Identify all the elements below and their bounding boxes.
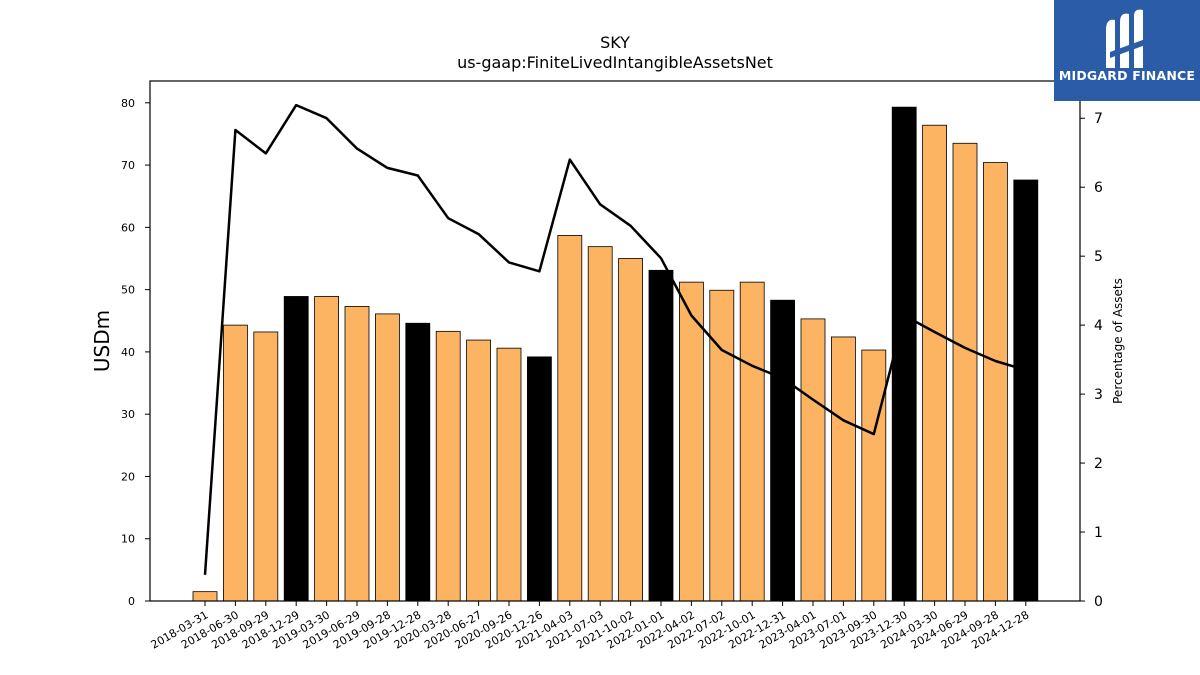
y-tick-label: 70 [121, 159, 135, 172]
bar [405, 322, 431, 602]
bar [831, 336, 856, 602]
y2-tick-label: 5 [1094, 249, 1103, 265]
y2-tick-label: 4 [1094, 318, 1103, 334]
bar [496, 347, 522, 602]
y-tick-label: 80 [121, 97, 135, 110]
y-tick-label: 30 [121, 408, 135, 421]
bar [618, 258, 643, 602]
y-tick-label: 50 [121, 284, 135, 297]
y-tick-label: 60 [121, 221, 135, 234]
bar [983, 162, 1008, 602]
bar [314, 296, 340, 602]
y2-tick-label: 0 [1094, 594, 1103, 610]
bars [192, 106, 1039, 602]
bar [1013, 179, 1039, 602]
bar [222, 324, 248, 602]
y-tick-label: 10 [121, 533, 135, 546]
y2-tick-label: 6 [1094, 180, 1103, 196]
bar [587, 246, 613, 602]
y2-tick-label: 1 [1094, 525, 1103, 541]
bar [709, 289, 735, 602]
chart-title: SKY [600, 33, 630, 52]
y-axis-left: 0 10 20 30 40 50 60 70 80 [121, 97, 150, 608]
bar [922, 124, 947, 602]
bar [770, 299, 795, 602]
y2-axis-label: Percentage of Assets [1111, 278, 1125, 404]
bar [648, 269, 674, 602]
y-tick-label: 0 [128, 595, 135, 608]
y-tick-label: 20 [121, 470, 135, 483]
bar [861, 349, 887, 602]
bar [374, 313, 400, 602]
midgard-logo-icon [1106, 9, 1148, 68]
bar [527, 356, 552, 602]
bar [466, 339, 492, 602]
bar [344, 306, 370, 602]
bar [739, 281, 765, 602]
midgard-finance-logo: MIDGARD FINANCE [1054, 0, 1200, 101]
bar [891, 106, 917, 602]
percentage-line-path [203, 103, 1027, 575]
y2-tick-label: 3 [1094, 387, 1103, 403]
bar [800, 318, 826, 602]
bar [192, 591, 218, 602]
bar [283, 296, 309, 602]
x-axis: 2018-03-312018-06-302018-09-292018-12-29… [149, 601, 1031, 652]
chart-subtitle: us-gaap:FiniteLivedIntangibleAssetsNet [457, 53, 773, 72]
plot-frame [149, 80, 1081, 602]
bar [952, 142, 978, 602]
bar [557, 235, 583, 602]
y-axis-right: 0 1 2 3 4 5 6 7 [1080, 111, 1103, 610]
y2-tick-label: 7 [1094, 111, 1103, 127]
bar [435, 330, 461, 602]
percentage-line [203, 103, 1027, 575]
bar [679, 281, 704, 602]
y-tick-label: 40 [121, 346, 135, 359]
bar [253, 331, 279, 602]
logo-text: MIDGARD FINANCE [1058, 68, 1196, 83]
y2-tick-label: 2 [1094, 456, 1103, 472]
y-axis-label: USDm [90, 310, 114, 372]
